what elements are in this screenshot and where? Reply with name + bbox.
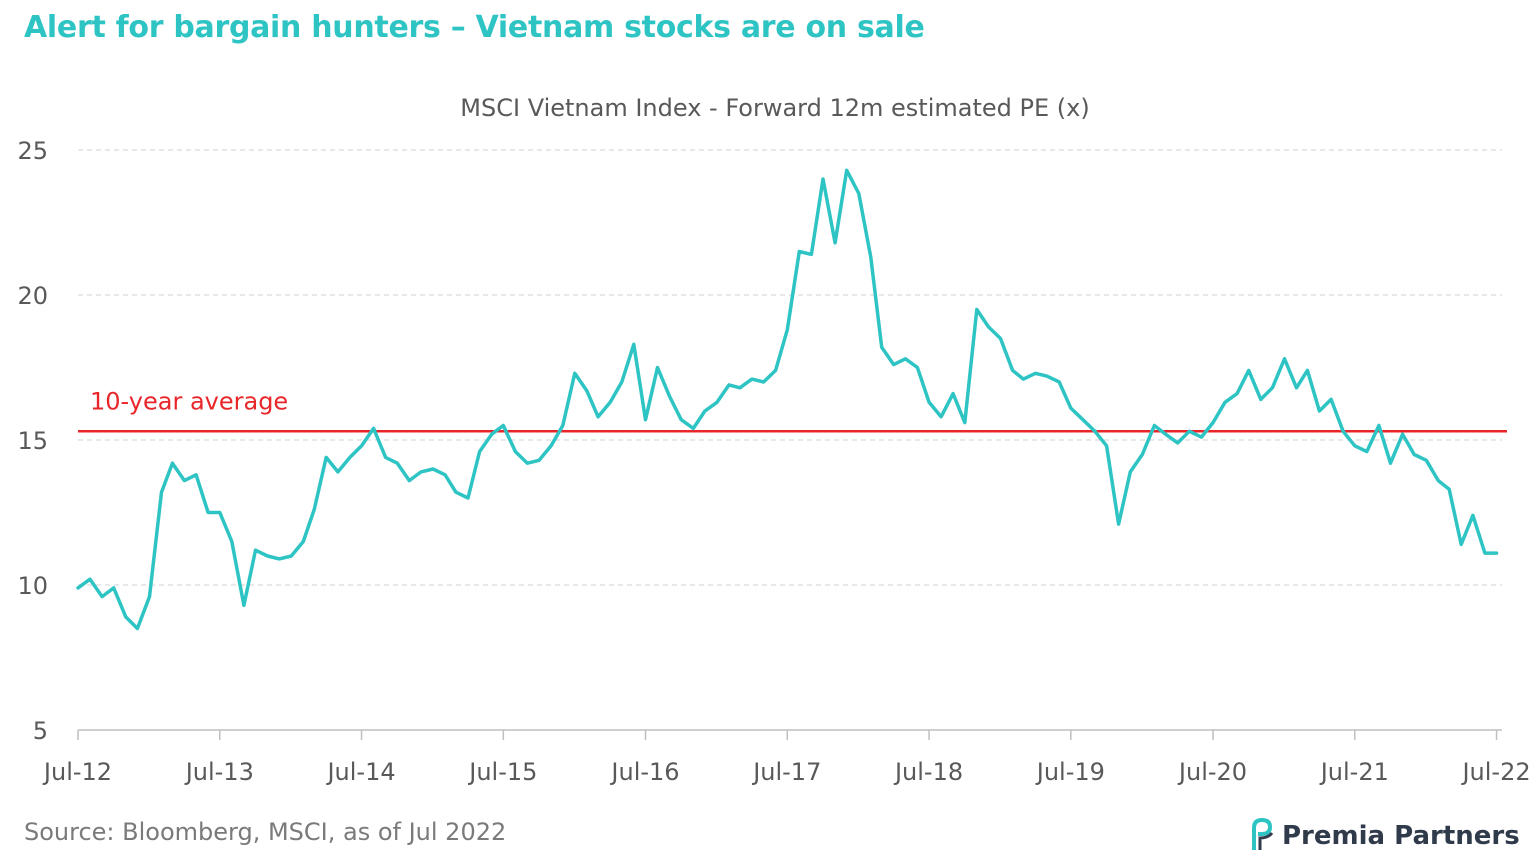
x-tick-label: Jul-22 [1460,758,1530,786]
x-tick-label: Jul-21 [1319,758,1389,786]
source-note: Source: Bloomberg, MSCI, as of Jul 2022 [24,818,507,846]
x-tick-label: Jul-16 [609,758,679,786]
brand-name: Premia Partners [1282,821,1520,851]
pe-series-line [76,168,1499,631]
brand-logo: Premia Partners [1248,816,1520,856]
ten-year-average-label: 10-year average [90,387,288,415]
x-tick-label: Jul-18 [893,758,963,786]
series-layer [76,168,1499,631]
axes [77,729,1502,740]
y-tick-label: 25 [17,137,48,165]
x-tick-label: Jul-12 [42,758,112,786]
headline: Alert for bargain hunters – Vietnam stoc… [24,10,925,45]
premia-logo-icon [1248,816,1278,857]
y-tick-label: 20 [17,282,48,310]
x-tick-label: Jul-19 [1035,758,1105,786]
x-tick-label: Jul-15 [467,758,537,786]
average-layer: 10-year average [78,387,1507,433]
chart-title: MSCI Vietnam Index - Forward 12m estimat… [460,94,1089,122]
y-tick-label: 5 [33,717,48,745]
x-tick-label: Jul-20 [1177,758,1247,786]
y-tick-label: 10 [17,572,48,600]
y-tick-label: 15 [17,427,48,455]
grid-lines [78,149,1502,586]
x-tick-label: Jul-17 [751,758,821,786]
x-tick-label: Jul-13 [184,758,254,786]
x-tick-label: Jul-14 [325,758,395,786]
tick-labels: MSCI Vietnam Index - Forward 12m estimat… [17,94,1530,786]
